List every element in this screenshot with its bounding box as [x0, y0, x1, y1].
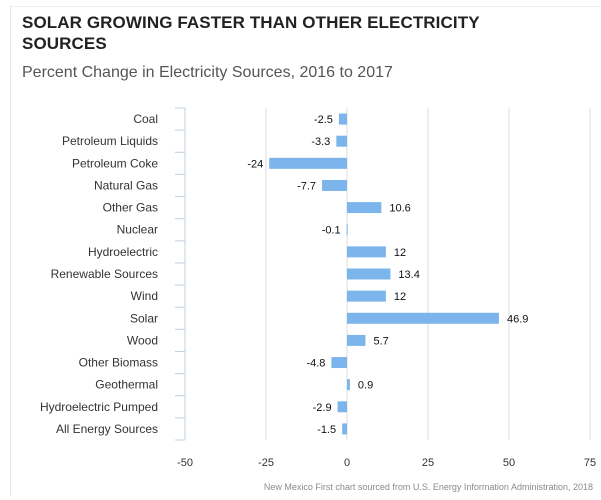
- category-axis: [175, 107, 186, 441]
- data-label: 12: [394, 291, 406, 303]
- category-label: Petroleum Liquids: [62, 134, 158, 148]
- bar: [347, 290, 386, 302]
- bar: [338, 113, 347, 125]
- bar: [346, 224, 348, 236]
- data-label: 12: [394, 247, 406, 259]
- category-label: Nuclear: [117, 223, 158, 237]
- data-label: 0.9: [358, 380, 373, 392]
- bar: [347, 312, 499, 324]
- bar: [347, 202, 382, 214]
- data-label: -1.5: [317, 424, 336, 436]
- data-label: 5.7: [373, 335, 388, 347]
- category-label: Solar: [130, 311, 158, 325]
- bar: [347, 268, 391, 280]
- value-labels: -2.5 -3.3 -24 -7.7 10.6 -0.1 12 13.4 12 46.9 5.7 -4…: [247, 114, 528, 436]
- bar: [347, 246, 386, 258]
- chart-title: SOLAR GROWING FASTER THAN OTHER ELECTRIC…: [22, 13, 480, 53]
- data-label: -4.8: [306, 358, 325, 370]
- data-label: -0.1: [322, 225, 341, 237]
- bar: [269, 157, 347, 169]
- x-tick-label: -50: [177, 457, 193, 469]
- category-label: Petroleum Coke: [72, 156, 158, 170]
- category-label: All Energy Sources: [56, 422, 158, 436]
- x-axis-ticks: -50 -25 0 25 50 75: [177, 457, 596, 469]
- data-label: -7.7: [297, 180, 316, 192]
- bars: [269, 113, 499, 435]
- bar: [337, 401, 347, 413]
- data-label: -2.5: [314, 114, 333, 126]
- data-label: 10.6: [389, 203, 410, 215]
- category-label: Wind: [131, 289, 158, 303]
- data-label: 13.4: [398, 269, 419, 281]
- bar-chart: Coal Petroleum Liquids Petroleum Coke Natur…: [40, 107, 596, 469]
- x-tick-label: 75: [584, 457, 596, 469]
- data-label: -2.9: [313, 402, 332, 414]
- data-label: 46.9: [507, 313, 528, 325]
- category-label: Natural Gas: [94, 178, 158, 192]
- x-tick-label: -25: [258, 457, 274, 469]
- data-label: -3.3: [311, 136, 330, 148]
- x-tick-label: 25: [422, 457, 434, 469]
- category-label: Other Gas: [103, 201, 158, 215]
- chart-subtitle: Percent Change in Electricity Sources, 2…: [22, 64, 393, 81]
- category-label: Hydroelectric Pumped: [40, 400, 158, 414]
- chart-frame: [10, 6, 600, 496]
- bar: [331, 357, 347, 369]
- category-label: Wood: [127, 333, 158, 347]
- bar: [322, 179, 347, 191]
- category-label: Other Biomass: [79, 356, 158, 370]
- category-label: Geothermal: [95, 378, 158, 392]
- bar: [342, 423, 347, 435]
- x-tick-label: 50: [503, 457, 515, 469]
- category-labels: Coal Petroleum Liquids Petroleum Coke Natur…: [40, 112, 158, 436]
- category-label: Renewable Sources: [51, 267, 158, 281]
- category-label: Coal: [133, 112, 158, 126]
- bar: [336, 135, 347, 147]
- bar: [347, 334, 366, 346]
- bar: [347, 379, 350, 391]
- category-label: Hydroelectric: [88, 245, 158, 259]
- x-tick-label: 0: [344, 457, 350, 469]
- source-note: New Mexico First chart sourced from U.S.…: [263, 482, 593, 492]
- data-label: -24: [247, 158, 263, 170]
